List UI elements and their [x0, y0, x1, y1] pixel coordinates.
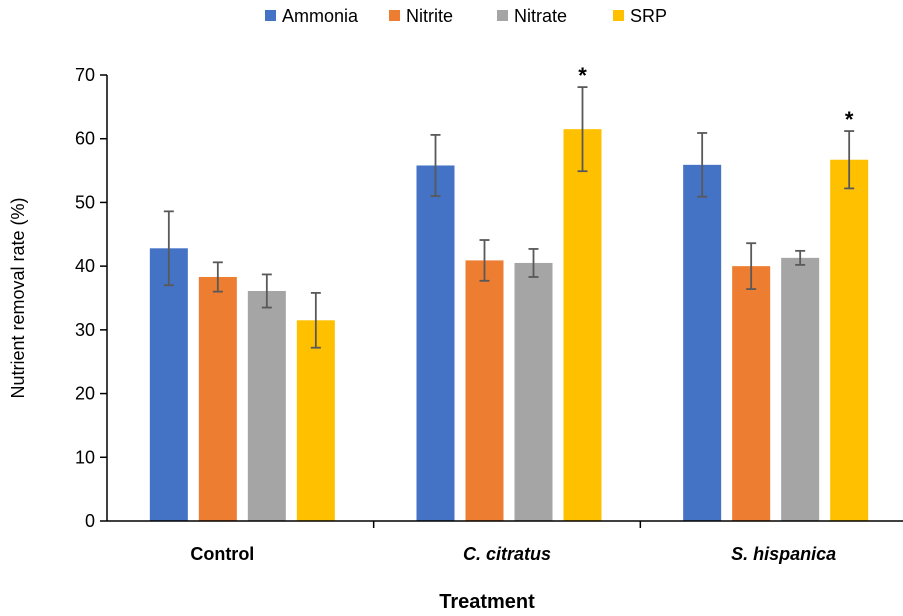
y-tick-label: 40 [75, 256, 95, 276]
annotations: ** [578, 63, 854, 132]
legend-swatch [389, 10, 400, 21]
y-tick-label: 30 [75, 320, 95, 340]
y-tick-label: 60 [75, 129, 95, 149]
legend-swatch [265, 10, 276, 21]
bar [296, 320, 335, 521]
x-category-label: S. hispanica [731, 544, 836, 564]
legend-label: SRP [630, 6, 667, 26]
bar [198, 276, 237, 521]
bar [514, 262, 553, 521]
x-axis: Control C. citratus S. hispanica [107, 520, 903, 564]
x-category-label: C. citratus [463, 544, 551, 564]
y-axis-title: Nutrient removal rate (%) [8, 197, 28, 398]
legend-label: Ammonia [282, 6, 359, 26]
bar [830, 159, 869, 522]
bar [465, 260, 504, 521]
bar [149, 248, 188, 521]
y-axis: 0 10 20 30 40 50 60 70 [75, 65, 108, 531]
legend: Ammonia Nitrite Nitrate SRP [265, 6, 667, 26]
bar [416, 165, 455, 521]
error-bars [163, 86, 855, 349]
legend-swatch [497, 10, 508, 21]
bar [781, 257, 820, 521]
x-category-label: Control [190, 544, 254, 564]
y-tick-label: 10 [75, 447, 95, 467]
legend-label: Nitrite [406, 6, 453, 26]
bar [732, 266, 771, 521]
bar [563, 129, 602, 521]
bar [683, 164, 722, 521]
bar [247, 290, 286, 521]
legend-label: Nitrate [514, 6, 567, 26]
legend-swatch [613, 10, 624, 21]
significance-star: * [578, 63, 587, 88]
y-tick-label: 70 [75, 65, 95, 85]
x-axis-title: Treatment [439, 591, 535, 613]
y-tick-label: 50 [75, 192, 95, 212]
y-tick-label: 20 [75, 384, 95, 404]
significance-star: * [845, 107, 854, 132]
bars [149, 129, 869, 522]
y-tick-label: 0 [85, 511, 95, 531]
